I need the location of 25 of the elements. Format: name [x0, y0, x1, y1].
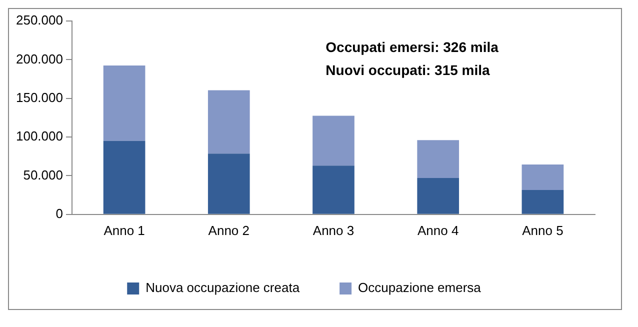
y-tick-label: 250.000: [16, 12, 63, 28]
bar: [103, 65, 146, 141]
bar: [417, 140, 460, 178]
y-tick-label: 100.000: [16, 128, 63, 144]
bar: [103, 140, 146, 214]
x-tick-label: Anno 3: [312, 222, 354, 238]
x-tick-label: Anno 5: [522, 222, 564, 238]
bar: [208, 154, 250, 214]
x-tick-label: Anno 4: [417, 222, 459, 238]
x-tick-label: Anno 1: [104, 222, 145, 238]
bar: [208, 90, 250, 154]
x-tick-label: Anno 2: [208, 222, 250, 238]
legend-label: Occupazione emersa: [358, 280, 482, 296]
y-tick-label: 0: [56, 206, 63, 221]
bar: [312, 166, 354, 214]
legend-label: Nuova occupazione creata: [146, 280, 300, 296]
bar: [522, 164, 564, 190]
annotation: Occupati emersi: 326 mila: [326, 38, 499, 55]
y-tick-label: 50.000: [23, 167, 63, 182]
bar: [312, 116, 354, 166]
y-tick-label: 200.000: [16, 51, 63, 66]
bar: [522, 190, 564, 214]
annotation: Nuovi occupati: 315 mila: [326, 62, 490, 78]
bar: [417, 178, 460, 214]
y-tick-label: 150.000: [16, 90, 63, 105]
